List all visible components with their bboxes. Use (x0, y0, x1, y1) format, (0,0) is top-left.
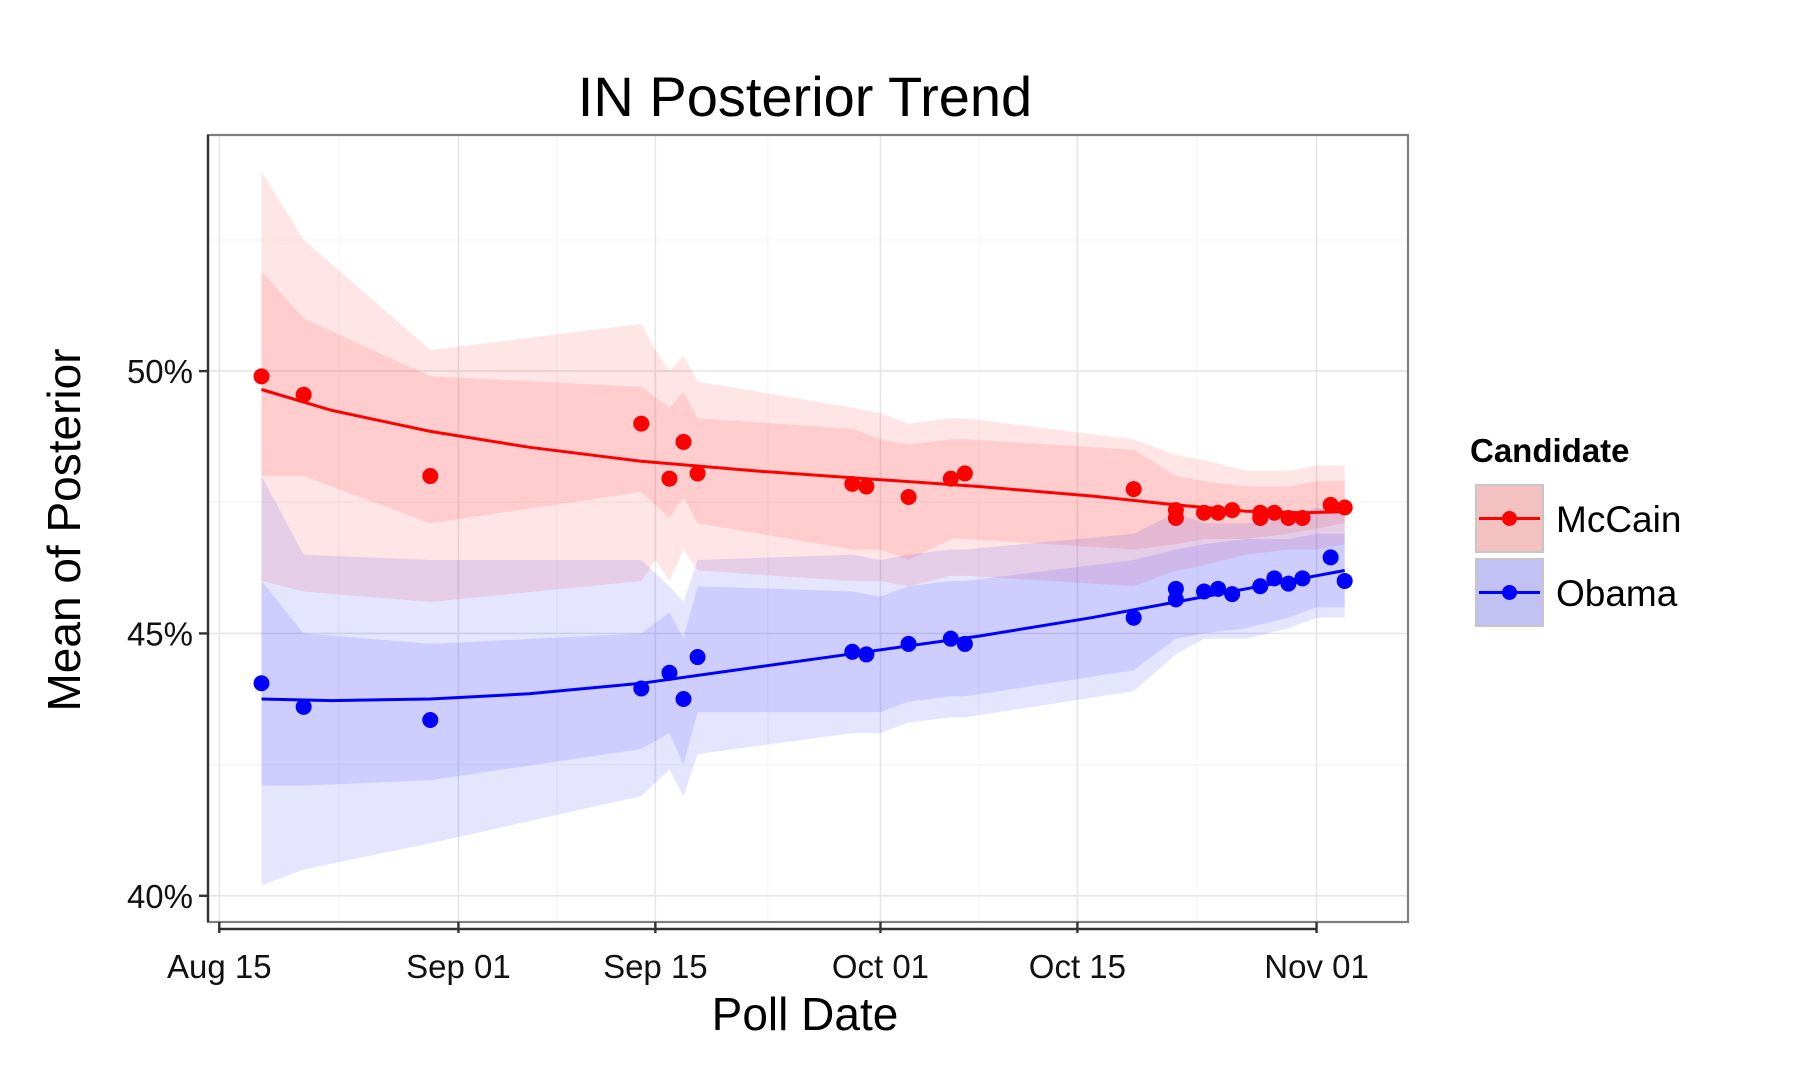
obama-point (956, 635, 973, 652)
x-tick-label: Oct 01 (832, 948, 929, 985)
mccain-point (1125, 481, 1142, 498)
obama-point (1336, 572, 1353, 589)
mccain-point (1294, 510, 1311, 527)
mccain-point (633, 415, 650, 432)
mccain-point (1210, 504, 1227, 521)
legend-title: Candidate (1470, 432, 1630, 469)
x-tick-label: Sep 15 (603, 948, 708, 985)
obama-legend-point (1502, 585, 1517, 600)
mccain-point (1252, 510, 1269, 527)
mccain-point (422, 468, 439, 485)
obama-point (422, 712, 439, 729)
mccain-point (1167, 510, 1184, 527)
mccain-point (844, 475, 861, 492)
mccain-point (661, 470, 678, 487)
mccain-point (900, 489, 917, 506)
mccain-point (1322, 496, 1339, 513)
mccain-point (689, 465, 706, 482)
mccain-point (1196, 504, 1213, 521)
mccain-legend-label: McCain (1556, 499, 1681, 540)
legend: Candidate McCain Obama (1470, 432, 1681, 627)
mccain-point (956, 465, 973, 482)
obama-legend-label: Obama (1556, 573, 1678, 614)
panel-background (208, 135, 1408, 922)
mccain-point (858, 478, 875, 495)
mccain-point (1280, 510, 1297, 527)
obama-point (661, 664, 678, 681)
y-tick-label: 40% (127, 878, 193, 915)
obama-point (844, 643, 861, 660)
obama-point (1210, 580, 1227, 597)
obama-point (675, 691, 692, 708)
x-axis-title: Poll Date (712, 988, 899, 1040)
obama-point (1125, 609, 1142, 626)
obama-point (1167, 591, 1184, 608)
x-tick-label: Aug 15 (167, 948, 272, 985)
obama-point (689, 649, 706, 666)
mccain-point (1224, 502, 1241, 519)
mccain-legend-point (1502, 511, 1517, 526)
obama-point (942, 630, 959, 647)
mccain-point (1336, 499, 1353, 516)
mccain-point (675, 433, 692, 450)
y-tick-label: 50% (127, 353, 193, 390)
mccain-point (1266, 504, 1283, 521)
obama-point (1280, 575, 1297, 592)
x-tick-label: Oct 15 (1029, 948, 1126, 985)
plot-area: 40% 45% 50% Aug 15 Sep 01 Sep 15 Oct 01 Oct 15 N… (127, 133, 1410, 985)
obama-point (858, 646, 875, 663)
x-tick-label: Nov 01 (1264, 948, 1369, 985)
obama-outer-band (261, 476, 1345, 886)
obama-point (1252, 578, 1269, 595)
x-tick-label: Sep 01 (406, 948, 511, 985)
mccain-point (942, 470, 959, 487)
obama-point (295, 698, 312, 715)
mccain-point (253, 368, 270, 385)
obama-point (1294, 570, 1311, 587)
obama-point (1196, 583, 1213, 600)
y-axis-title: Mean of Posterior (38, 348, 90, 711)
chart-title: IN Posterior Trend (578, 65, 1032, 128)
obama-point (1322, 549, 1339, 566)
mccain-point (295, 386, 312, 403)
y-tick-label: 45% (127, 615, 193, 652)
obama-point (633, 680, 650, 697)
obama-point (1266, 570, 1283, 587)
obama-point (900, 635, 917, 652)
obama-point (1224, 586, 1241, 603)
mccain-inner-band (261, 271, 1345, 560)
obama-point (253, 675, 270, 692)
